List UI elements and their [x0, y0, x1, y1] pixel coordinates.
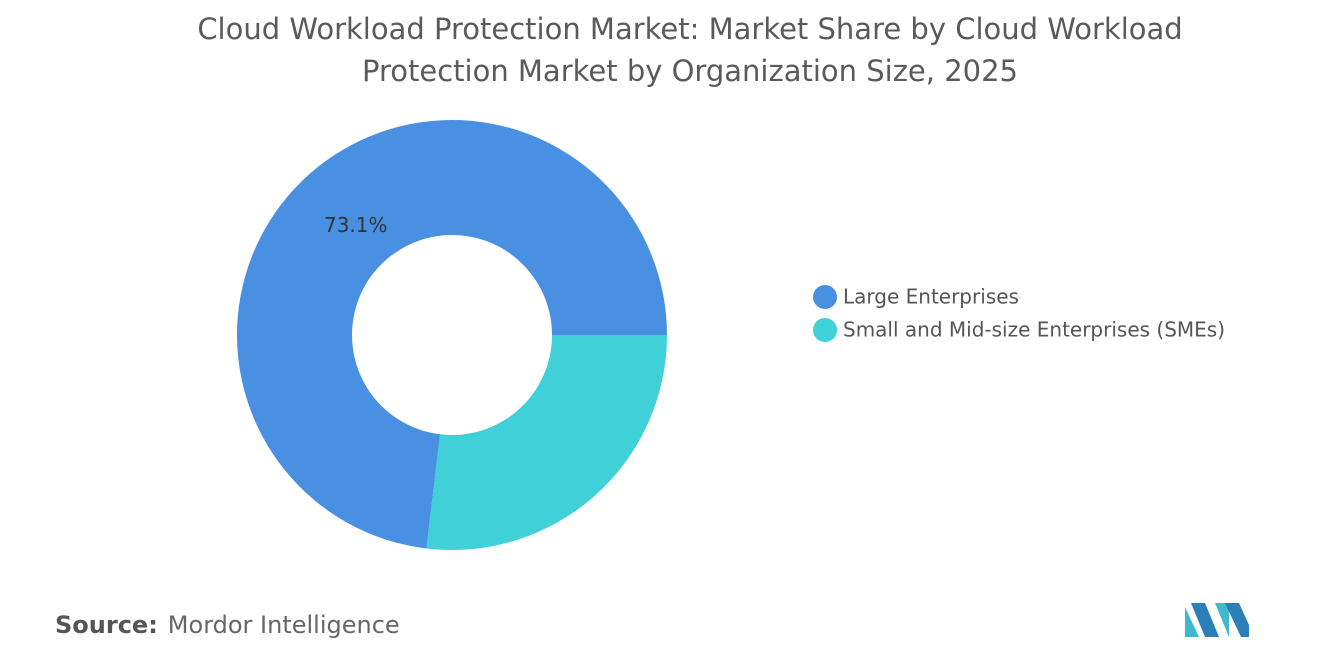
logo [1185, 603, 1249, 637]
donut-slice [237, 120, 667, 549]
legend-label: Small and Mid-size Enterprises (SMEs) [843, 318, 1225, 342]
source: Source: Mordor Intelligence [55, 611, 400, 639]
chart-title: Cloud Workload Protection Market: Market… [197, 12, 1183, 88]
legend-swatch [813, 285, 837, 309]
source-text: Mordor Intelligence [167, 611, 400, 639]
source-label: Source: [55, 611, 158, 639]
value-label: 73.1% [324, 213, 388, 237]
legend-label: Large Enterprises [843, 285, 1019, 309]
legend-swatch [813, 318, 837, 342]
donut-slice [426, 335, 667, 551]
